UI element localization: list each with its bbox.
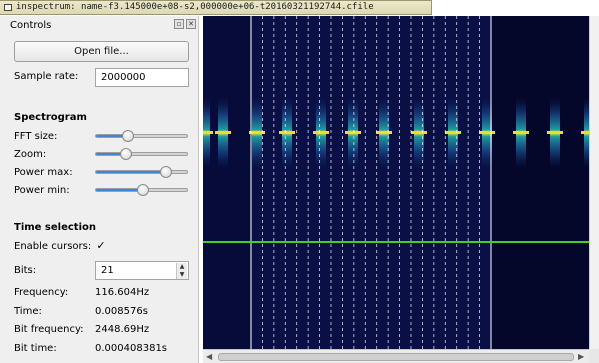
slider-handle[interactable] [159,166,172,178]
scroll-right-icon[interactable]: ▶ [578,352,585,361]
slider-handle[interactable] [122,130,135,142]
signal-burst-core [215,131,231,134]
bit-time-value: 0.000408381s [95,343,168,354]
vertical-scrollbar[interactable] [589,16,599,349]
power-max-slider[interactable] [95,166,188,178]
bits-spinbox[interactable]: ▲ ▼ [95,261,189,280]
power-max-label: Power max: [14,167,73,178]
signal-burst-core [411,131,427,134]
power-min-slider[interactable] [95,184,188,196]
frequency-value: 116.604Hz [95,287,150,298]
horizontal-scrollbar[interactable]: ◀ ▶ [203,349,589,363]
signal-burst-core [479,131,495,134]
signal-burst-core [279,131,295,134]
scroll-thumb[interactable] [218,353,574,361]
scroll-corner [589,349,599,363]
signal-burst-core [513,131,529,134]
slider-handle[interactable] [137,184,150,196]
scroll-left-icon[interactable]: ◀ [206,352,213,361]
signal-burst-core [376,131,392,134]
bit-frequency-value: 2448.69Hz [95,324,150,335]
window-titlebar[interactable]: inspectrum: name-f3.145000e+08-s2,000000… [0,0,432,15]
zoom-label: Zoom: [14,149,47,160]
float-icon[interactable]: ▫ [174,19,184,29]
spin-down-icon[interactable]: ▼ [176,271,187,279]
bits-label: Bits: [14,265,37,276]
power-min-label: Power min: [14,185,70,196]
spectrogram-band-left [203,16,251,349]
slider-track [95,170,188,174]
slider-fill [96,135,130,137]
sample-rate-label: Sample rate: [14,71,79,82]
slider-track [95,152,188,156]
spin-up-icon[interactable]: ▲ [176,263,187,271]
spectrogram-header: Spectrogram [14,112,87,123]
spectrogram-view[interactable] [203,16,599,349]
bit-frequency-label: Bit frequency: [14,324,84,335]
fft-size-slider[interactable] [95,130,188,142]
slider-track [95,134,188,138]
slider-fill [96,171,167,173]
frequency-label: Frequency: [14,287,69,298]
open-file-button[interactable]: Open file... [14,41,189,62]
bits-input[interactable] [96,262,176,279]
tuner-line [203,241,599,243]
spectrogram-plot[interactable] [203,16,599,349]
selection-region [251,16,491,349]
signal-burst-core [445,131,461,134]
bit-time-label: Bit time: [14,343,57,354]
sample-rate-input[interactable] [95,68,189,87]
controls-panel: Controls ▫ ✕ Open file... Sample rate: S… [0,16,199,363]
signal-burst-core [345,131,361,134]
slider-handle[interactable] [119,148,132,160]
zoom-slider[interactable] [95,148,188,160]
fft-size-label: FFT size: [14,131,58,142]
signal-burst-core [249,131,265,134]
signal-burst-core [203,131,213,134]
slider-fill [96,189,145,191]
slider-fill [96,153,127,155]
signal-burst-core [313,131,329,134]
close-icon[interactable]: ✕ [186,19,196,29]
time-label: Time: [14,306,42,317]
app-icon [4,4,12,11]
time-selection-header: Time selection [14,222,97,233]
signal-burst-core [547,131,563,134]
enable-cursors-checkbox[interactable]: ✓ [96,239,106,252]
controls-title: Controls [10,20,52,31]
window-title: inspectrum: name-f3.145000e+08-s2,000000… [16,2,374,12]
enable-cursors-label: Enable cursors: [14,241,92,252]
time-cursors [250,16,492,349]
time-value: 0.008576s [95,306,148,317]
